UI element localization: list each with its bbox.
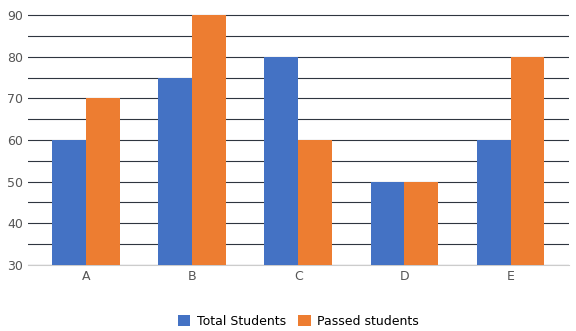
Bar xyxy=(370,182,404,331)
Bar xyxy=(192,15,226,331)
Bar xyxy=(510,57,544,331)
Bar xyxy=(52,140,86,331)
Bar xyxy=(404,182,438,331)
Bar xyxy=(158,78,192,331)
Bar xyxy=(298,140,332,331)
Bar xyxy=(264,57,298,331)
Bar xyxy=(86,98,120,331)
Bar xyxy=(476,140,510,331)
Legend: Total Students, Passed students: Total Students, Passed students xyxy=(173,310,424,331)
